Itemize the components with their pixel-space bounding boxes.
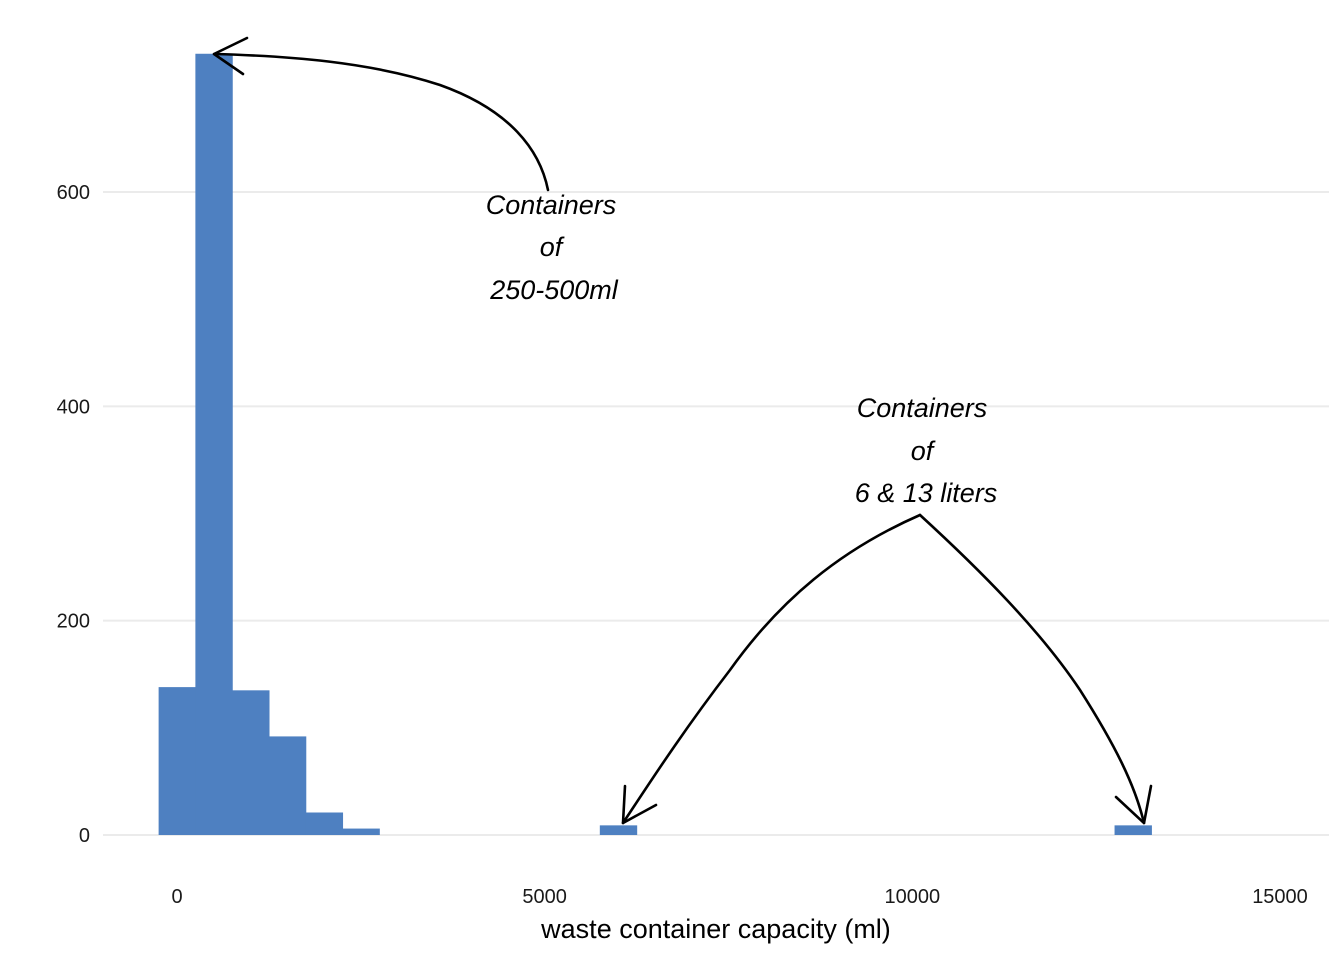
annotation-large-arrow-right [918, 513, 1146, 825]
histogram-bar-7 [1114, 825, 1152, 835]
histogram-bar-4 [305, 812, 344, 835]
x-tick-label-10000: 10000 [885, 886, 941, 908]
annotation-large-line-1: Containers [857, 393, 988, 423]
annotation-small-arrowhead [212, 36, 249, 76]
annotation-large-line-2: of [911, 436, 936, 466]
annotation-large-containers: Containers of 6 & 13 liters [621, 393, 1153, 825]
annotation-small-line-3: 250-500ml [489, 275, 619, 305]
histogram-bars [158, 53, 1152, 835]
histogram-bar-3 [268, 736, 307, 835]
histogram-bar-0 [158, 687, 196, 835]
annotation-large-arrowhead-left [621, 784, 658, 825]
y-tick-label-0: 0 [79, 825, 90, 847]
histogram-bar-2 [232, 690, 270, 835]
histogram-bar-6 [599, 825, 638, 835]
histogram-bar-1 [195, 53, 233, 835]
annotation-large-line-3: 6 & 13 liters [855, 478, 998, 508]
annotation-large-arrowhead-right [1114, 784, 1153, 825]
x-tick-label-0: 0 [171, 886, 182, 908]
x-tick-label-15000: 15000 [1252, 886, 1308, 908]
y-tick-label-600: 600 [57, 182, 90, 204]
x-axis-title: waste container capacity (ml) [540, 914, 891, 944]
histogram-bar-5 [342, 828, 380, 835]
annotation-small-containers: Containers of 250-500ml [212, 36, 619, 305]
x-tick-label-5000: 5000 [522, 886, 567, 908]
annotation-small-line-2: of [540, 232, 565, 262]
y-tick-label-400: 400 [57, 396, 90, 418]
annotation-small-arrow [212, 52, 550, 192]
annotation-large-arrow-left [621, 513, 922, 825]
annotation-small-line-1: Containers [486, 190, 617, 220]
x-axis-tick-labels: 0 5000 10000 15000 [171, 886, 1307, 908]
y-axis-tick-labels: 0 200 400 600 [57, 182, 90, 847]
y-tick-label-200: 200 [57, 611, 90, 633]
